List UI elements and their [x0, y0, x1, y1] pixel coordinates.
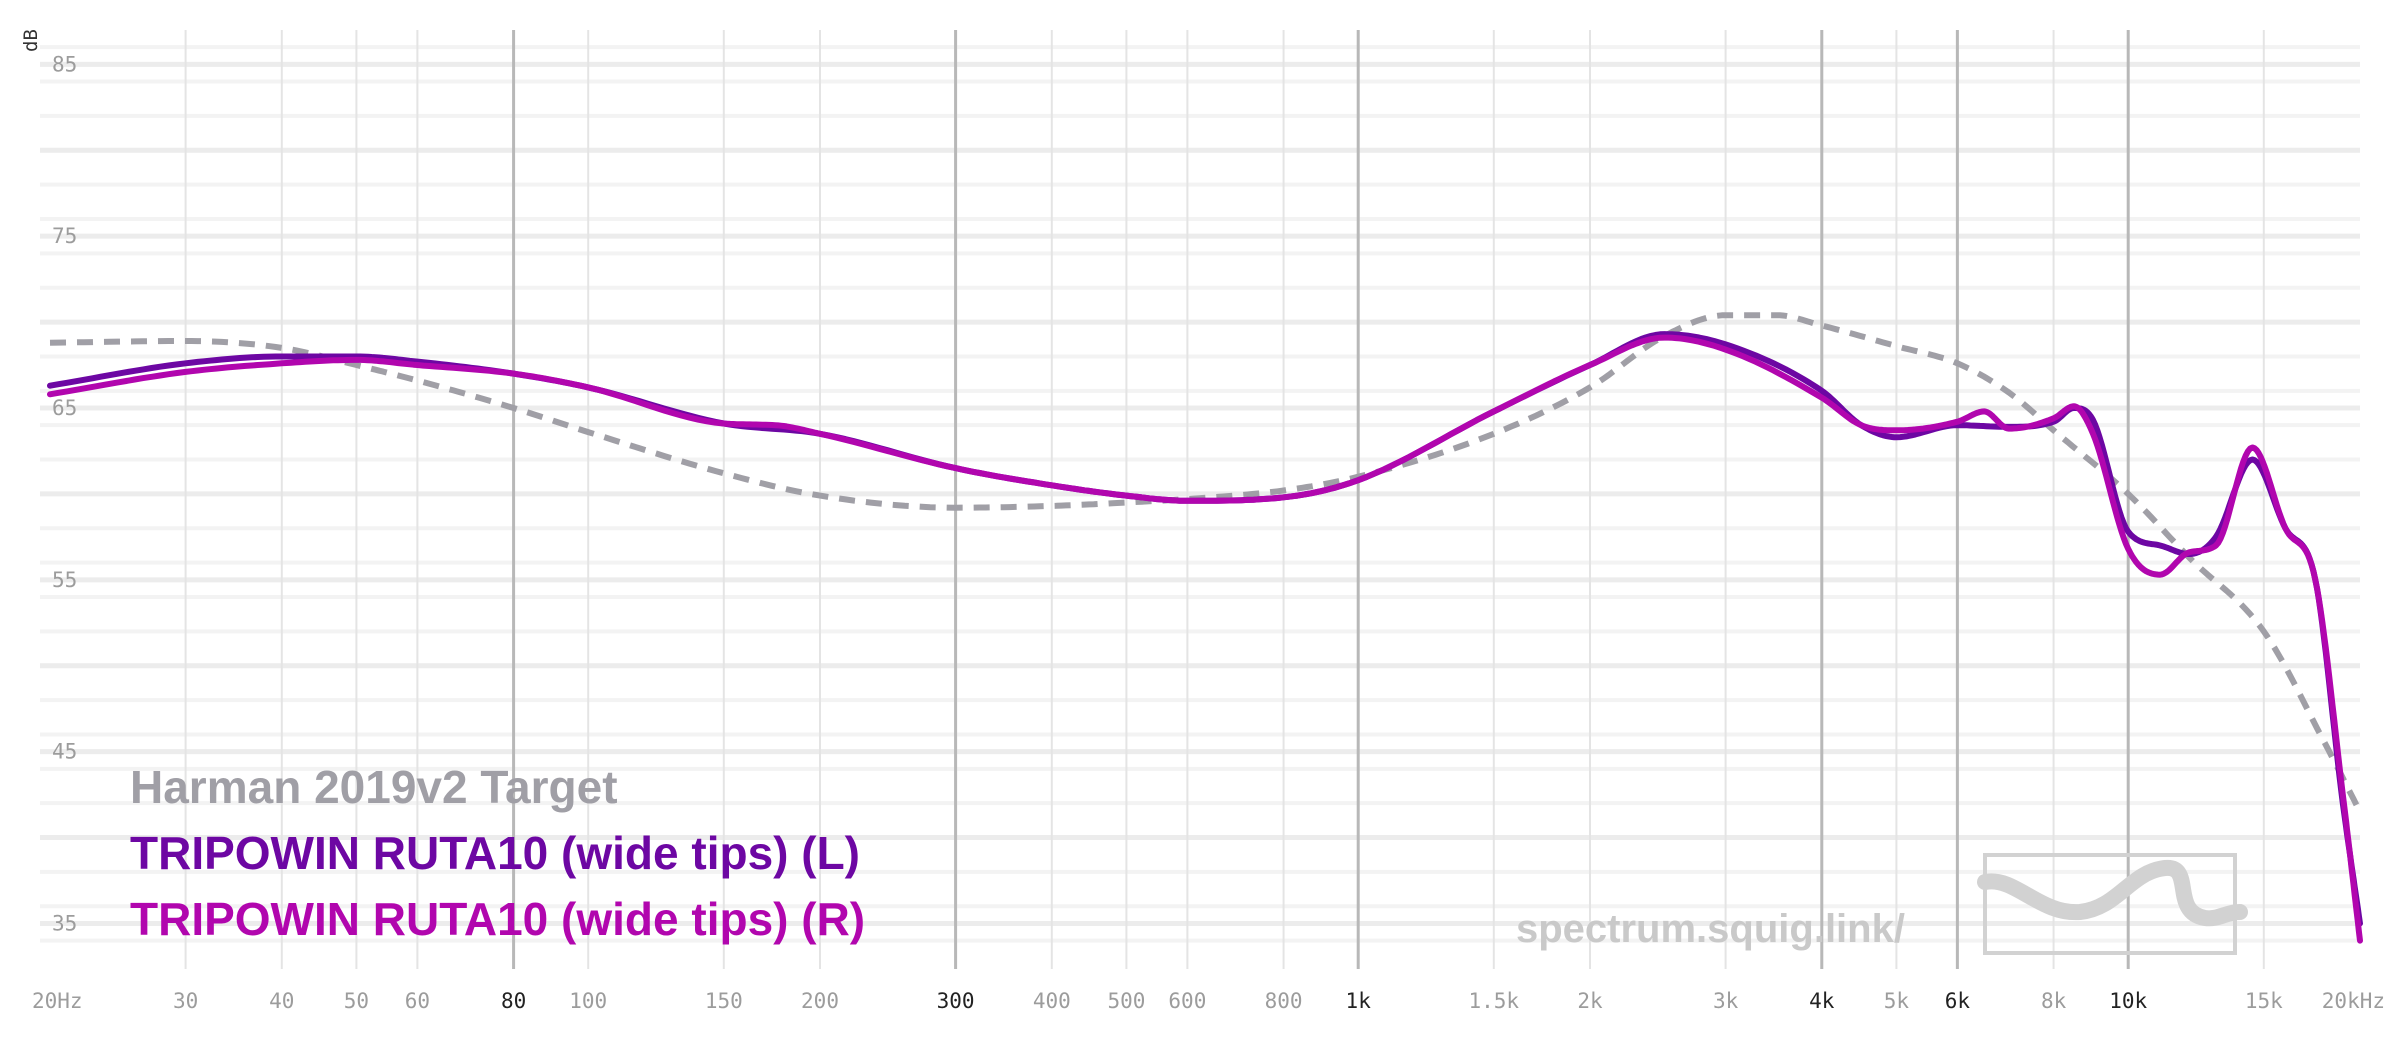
legend-entry-2: TRIPOWIN RUTA10 (wide tips) (L)	[130, 827, 860, 879]
y-tick-label: 55	[52, 568, 77, 592]
x-tick-label: 20Hz	[32, 989, 83, 1013]
y-axis-unit: dB	[20, 29, 42, 52]
legend: Harman 2019v2 Target TRIPOWIN RUTA10 (wid…	[130, 761, 865, 945]
x-tick-label: 1k	[1346, 989, 1372, 1013]
x-tick-labels: 20Hz 30 40 50 60 80 100 150 200 300 400 500 600 800 1k…	[32, 989, 2385, 1013]
y-tick-label: 85	[52, 52, 77, 76]
x-tick-label: 150	[705, 989, 743, 1013]
y-tick-label: 45	[52, 740, 77, 764]
y-tick-label: 75	[52, 224, 77, 248]
watermark: spectrum.squig.link/	[1516, 853, 2248, 955]
x-tick-label: 15k	[2245, 989, 2283, 1013]
x-grid	[184, 30, 2265, 969]
x-tick-label: 400	[1033, 989, 1071, 1013]
x-tick-label: 2k	[1577, 989, 1603, 1013]
series-line-3	[47, 334, 2363, 944]
x-tick-label: 8k	[2041, 989, 2067, 1013]
y-tick-labels: 85 75 65 55 45 35	[52, 52, 77, 935]
x-tick-label: 300	[937, 989, 975, 1013]
x-tick-label: 200	[801, 989, 839, 1013]
x-tick-label: 800	[1265, 989, 1303, 1013]
legend-entry-1: Harman 2019v2 Target	[130, 761, 618, 813]
series-line-1	[49, 312, 2363, 814]
squig-logo-icon	[1977, 853, 2248, 955]
legend-entry-3: TRIPOWIN RUTA10 (wide tips) (R)	[130, 893, 865, 945]
x-tick-label: 6k	[1945, 989, 1971, 1013]
curves	[47, 312, 2363, 944]
x-tick-label: 1.5k	[1469, 989, 1520, 1013]
x-tick-label: 600	[1168, 989, 1206, 1013]
x-tick-label: 40	[269, 989, 294, 1013]
x-tick-label: 5k	[1884, 989, 1910, 1013]
x-tick-label: 3k	[1713, 989, 1739, 1013]
x-tick-label: 80	[501, 989, 526, 1013]
x-tick-label: 10k	[2109, 989, 2147, 1013]
x-tick-label: 4k	[1809, 989, 1835, 1013]
x-tick-label: 500	[1107, 989, 1145, 1013]
x-tick-label: 100	[569, 989, 607, 1013]
x-tick-label: 60	[405, 989, 430, 1013]
x-tick-label: 20kHz	[2322, 989, 2385, 1013]
x-tick-label: 50	[344, 989, 369, 1013]
y-grid	[40, 45, 2360, 943]
y-tick-label: 35	[52, 911, 77, 935]
x-tick-label: 30	[173, 989, 198, 1013]
y-tick-label: 65	[52, 396, 77, 420]
watermark-text: spectrum.squig.link/	[1516, 907, 1905, 951]
